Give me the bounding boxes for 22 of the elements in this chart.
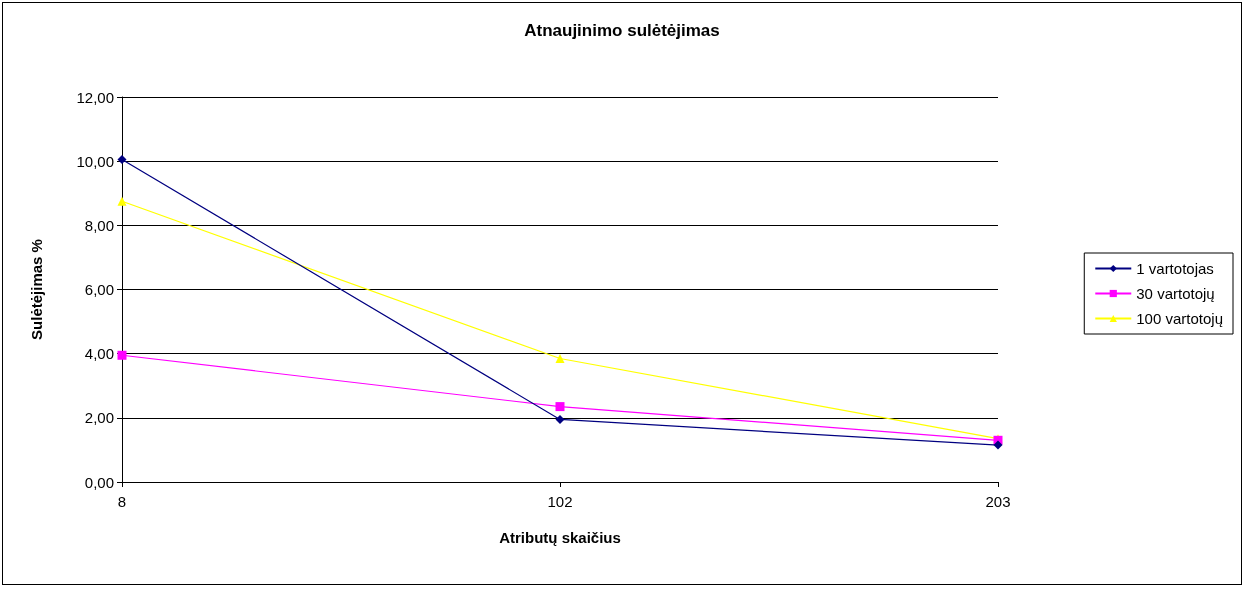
point bbox=[555, 414, 565, 424]
y-tick-label: 12,00 bbox=[76, 88, 114, 106]
point bbox=[555, 402, 565, 412]
chart-title: Atnaujinimo sulėtėjimas bbox=[524, 21, 720, 40]
legend-label: 100 vartotojų bbox=[1136, 310, 1224, 327]
y-tick-label: 6,00 bbox=[84, 281, 114, 298]
x-tick-label: 8 bbox=[117, 493, 127, 510]
point bbox=[993, 440, 1003, 450]
point bbox=[555, 353, 565, 363]
y-tick-label: 0,00 bbox=[84, 473, 114, 491]
legend-label: 30 vartotojų bbox=[1136, 285, 1215, 302]
x-axis-title: Atributų skaičius bbox=[499, 529, 621, 546]
y-axis-title: Sulėtėjimas % bbox=[28, 239, 45, 340]
x-tick-label: 203 bbox=[985, 493, 1011, 510]
point bbox=[117, 196, 127, 206]
point bbox=[117, 350, 127, 360]
y-tick-label: 8,00 bbox=[84, 216, 114, 234]
legend-label: 1 vartotojas bbox=[1136, 260, 1214, 277]
y-tick-label: 4,00 bbox=[84, 345, 114, 363]
x-tick-label: 102 bbox=[547, 493, 573, 510]
y-tick-label: 10,00 bbox=[76, 152, 114, 170]
y-tick-label: 2,00 bbox=[84, 409, 114, 427]
